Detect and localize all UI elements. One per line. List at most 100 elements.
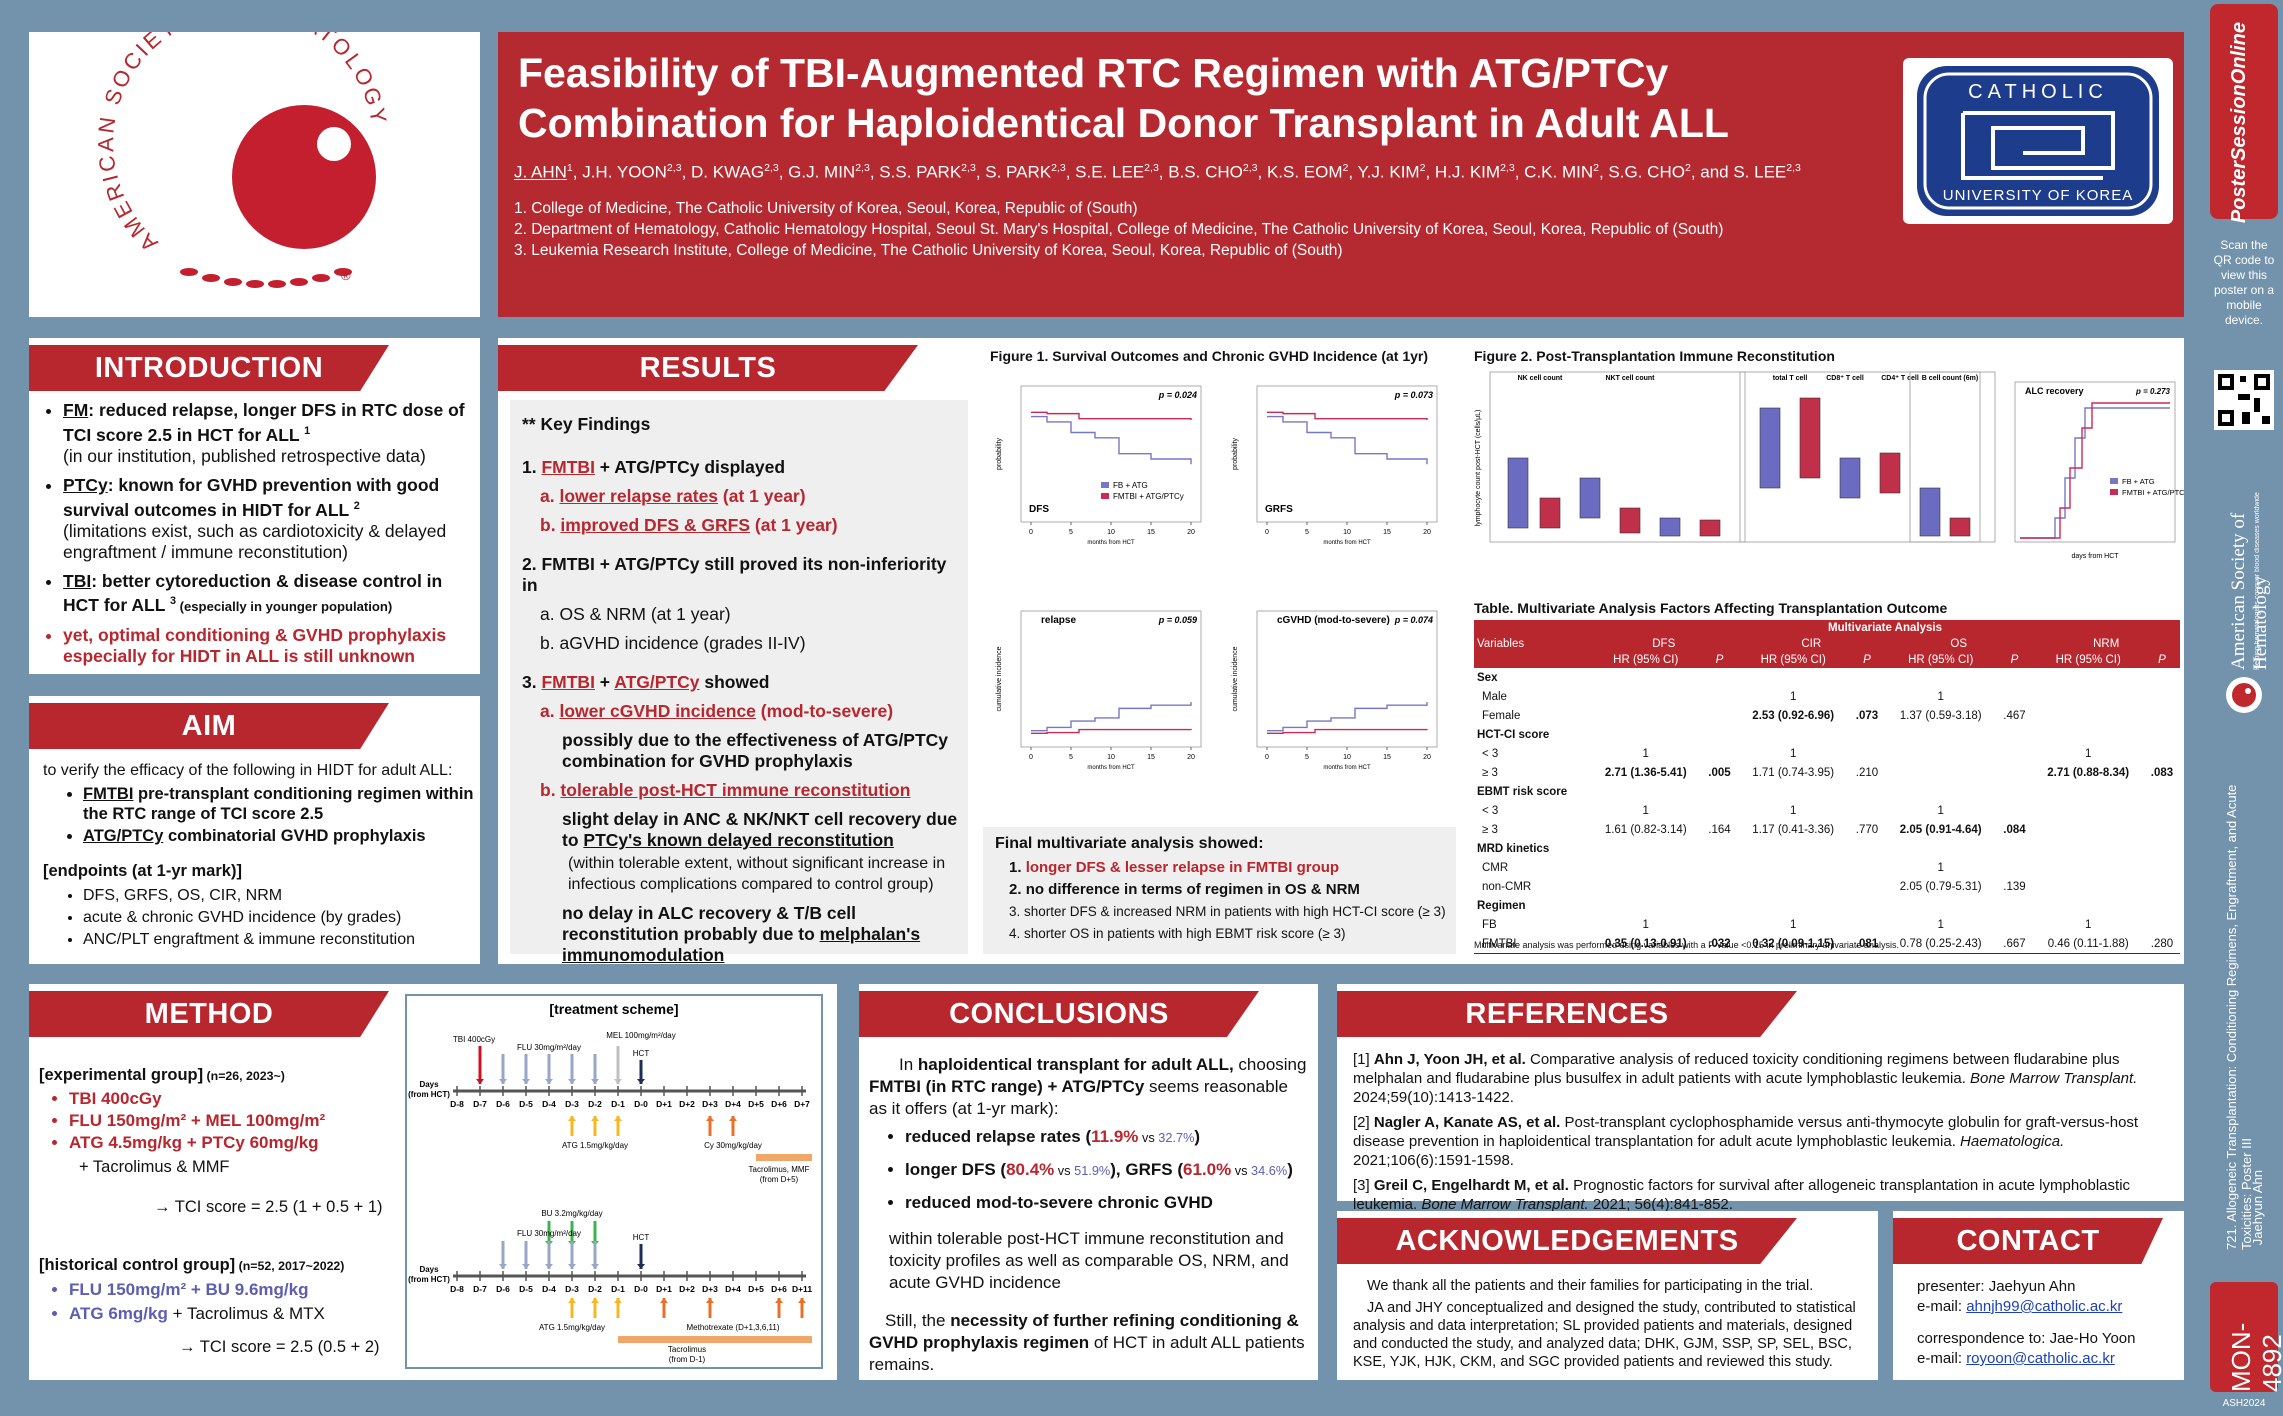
sidebar: PosterSessionOnline Scan the QR code to … [2206,0,2283,1416]
plot-frame [1489,371,1746,543]
text-run: : known for GVHD prevention with good su… [63,474,440,520]
illustrative-box [1659,517,1681,537]
drug-label: MEL 100mg/m²/day [606,1031,676,1040]
text-run: 2,3 [1786,162,1801,174]
day-label: D+11 [792,1284,812,1294]
method-panel: METHOD [experimental group] (n=26, 2023~… [29,984,837,1380]
illustrative-box [1619,507,1641,534]
table-row: < 3 1 1 1 [1474,801,2180,820]
sub-head: P [1701,652,1738,668]
table-cell: 2.71 (1.36-5.41) [1604,766,1687,779]
finding: 3. FMTBI + ATG/PTCy showed [522,672,962,693]
table-cell [2144,801,2180,820]
concl-list: reduced relapse rates (11.9% vs 32.7%) l… [881,1126,1325,1222]
illustrative-curve [2020,407,2170,539]
day-label: D-2 [588,1284,602,1294]
x-tick-label: 0 [1029,754,1033,761]
table-cell [2032,706,2143,725]
arrow-head [499,1079,507,1084]
table-cell: .005 [1708,766,1731,779]
illustrative-box [1949,517,1971,537]
text-run: 2 [1419,162,1426,174]
label-cell: Male [1482,690,1507,703]
text-run: 2. FMTBI + ATG/PTCy still proved its non… [522,554,947,595]
text-run: 2,3 [1051,162,1066,174]
ash-cell [317,127,351,161]
finding: 1. FMTBI + ATG/PTCy displayed [522,457,962,478]
arrow-head [476,1079,484,1084]
text-run: reduced mod-to-severe chronic GVHD [905,1193,1213,1212]
legend-swatch [1101,493,1109,499]
title-line: Feasibility of TBI-Augmented RTC Regimen… [518,50,1669,96]
label-cell: CMR [1482,861,1509,874]
contact-line[interactable]: e-mail: royoon@catholic.ac.kr [1917,1349,2136,1369]
text-run: Ahn J, Yoon JH, et al. [1373,1051,1526,1068]
illustrative-curve [1031,411,1192,420]
drug-label: BU 3.2mg/kg/day [541,1209,602,1218]
text-run: 1. [1009,859,1026,876]
x-label: months from HCT [1323,540,1371,546]
text-run: vs [1231,1163,1252,1178]
intro-item: TBI: better cytoreduction & disease cont… [63,571,483,618]
ash-logo: AMERICAN SOCIETY OF HEMATOLOGY ® [93,0,389,288]
day-label: D-7 [473,1099,487,1109]
ack-p2: JA and JHY conceptualized and designed t… [1353,1300,1856,1370]
header-row: HR (95% CI) P HR (95% CI) P HR (95% CI) P HR (… [1474,652,2180,668]
day-label: D+6 [771,1099,787,1109]
group-title: [historical control group] (n=52, 2017~2… [39,1254,344,1277]
final-box: Final multivariate analysis showed: 1. l… [983,827,1456,954]
drug-label: FLU 30mg/m²/day [517,1229,581,1238]
day-label: D+1 [656,1099,672,1109]
arrow-head [591,1116,599,1121]
day-label: D-8 [450,1284,464,1294]
text-run: showed [699,672,770,692]
day-label: D+1 [656,1284,672,1294]
x-label: months from HCT [1323,765,1371,771]
plot-frame [1020,610,1202,748]
list-item: 2. Department of Hematology, Catholic He… [514,221,1724,238]
illustrative-box [1539,497,1561,529]
aim-list: FMTBI pre-transplant conditioning regime… [59,784,483,848]
table-note: Multivariate analysis was performed usin… [1474,940,1899,950]
outcome-head: NRM [2032,636,2180,652]
arrow-head [568,1116,576,1121]
contact-line[interactable]: e-mail: ahnjh99@catholic.ac.kr [1917,1297,2136,1317]
drug-label: (from D-1) [669,1355,706,1364]
text-run: b. aGVHD incidence (grades II-IV) [540,633,806,653]
finding-sub: b. improved DFS & GRFS (at 1 year) [522,515,962,536]
table-cell [1701,877,1737,896]
text-run: seems reasonable as it offers (at 1-yr m… [869,1077,1288,1118]
list-item: ANC/PLT engraftment & immune reconstitut… [83,930,483,950]
logo-top: CATHOLIC [1968,81,2108,103]
final-item: 1. longer DFS & lesser relapse in FMTBI … [1009,857,1446,879]
text-run: , S.E. LEE [1065,162,1145,182]
text-run: combinatorial GVHD prophylaxis [163,827,426,845]
text-run: 2. [1009,881,1026,898]
finding-sub: a. lower relapse rates (at 1 year) [522,486,962,507]
table-row: EBMT risk score [1474,782,2180,801]
arrow-head [522,1264,530,1269]
day-label: D+5 [748,1284,764,1294]
tac-bar [618,1336,812,1343]
text-run: 2 [353,499,360,512]
scheme-title: [treatment scheme] [549,1001,678,1017]
text-run: a. [540,486,560,506]
group-label: total T cell [1773,375,1808,382]
table-cell: 1 [1937,690,1944,703]
text-run: Bone Marrow Transplant. [1970,1070,2138,1087]
day-label: D-0 [634,1284,648,1294]
group-label: B cell count (6m) [1922,375,1978,382]
key-findings: ** Key Findings 1. FMTBI + ATG/PTCy disp… [510,400,968,965]
group-label: NK cell count [1518,375,1563,382]
exp-tci: → TCI score = 2.5 (1 + 0.5 + 1) [154,1198,383,1216]
illustrative-box [1507,457,1529,529]
table-cell [1590,858,1701,877]
text-run: 2,3 [1500,162,1515,174]
p-value: p = 0.059 [1158,615,1197,625]
table-cell: 1.71 (0.74-3.95) [1752,766,1835,779]
scheme: [treatment scheme] D-8 D-7 D-6 D-5 D-4 D-3 D-2 D… [408,1001,812,1364]
intro-item: PTCy: known for GVHD prevention with goo… [63,475,483,563]
text-run: 61.0% [1182,1160,1232,1179]
label-cell: < 3 [1482,747,1499,760]
group-label: NKT cell count [1605,375,1655,382]
